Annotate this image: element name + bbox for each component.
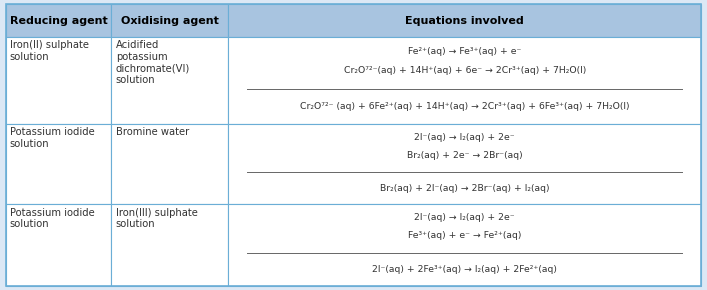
Text: Fe²⁺(aq) → Fe³⁺(aq) + e⁻: Fe²⁺(aq) → Fe³⁺(aq) + e⁻ — [408, 47, 522, 56]
Bar — [6, 124, 112, 204]
Bar — [228, 37, 701, 124]
Text: Reducing agent: Reducing agent — [10, 16, 107, 26]
Text: Cr₂O⁷²⁻ (aq) + 6Fe²⁺(aq) + 14H⁺(aq) → 2Cr³⁺(aq) + 6Fe³⁺(aq) + 7H₂O(l): Cr₂O⁷²⁻ (aq) + 6Fe²⁺(aq) + 14H⁺(aq) → 2C… — [300, 102, 629, 111]
Text: Cr₂O⁷²⁻(aq) + 14H⁺(aq) + 6e⁻ → 2Cr³⁺(aq) + 7H₂O(l): Cr₂O⁷²⁻(aq) + 14H⁺(aq) + 6e⁻ → 2Cr³⁺(aq)… — [344, 66, 586, 75]
Text: 2I⁻(aq) → I₂(aq) + 2e⁻: 2I⁻(aq) → I₂(aq) + 2e⁻ — [414, 213, 515, 222]
Text: Potassium iodide
solution: Potassium iodide solution — [10, 127, 95, 149]
Bar — [228, 124, 701, 204]
Bar — [6, 4, 112, 37]
Text: Bromine water: Bromine water — [116, 127, 189, 137]
Bar — [112, 204, 228, 286]
Text: Acidified
potassium
dichromate(VI)
solution: Acidified potassium dichromate(VI) solut… — [116, 40, 190, 85]
Text: Equations involved: Equations involved — [405, 16, 524, 26]
Text: 2I⁻(aq) + 2Fe³⁺(aq) → I₂(aq) + 2Fe²⁺(aq): 2I⁻(aq) + 2Fe³⁺(aq) → I₂(aq) + 2Fe²⁺(aq) — [373, 265, 557, 274]
Text: Fe³⁺(aq) + e⁻ → Fe²⁺(aq): Fe³⁺(aq) + e⁻ → Fe²⁺(aq) — [408, 231, 522, 240]
Bar — [6, 204, 112, 286]
Bar — [112, 124, 228, 204]
Text: Oxidising agent: Oxidising agent — [121, 16, 218, 26]
Text: 2I⁻(aq) → I₂(aq) + 2e⁻: 2I⁻(aq) → I₂(aq) + 2e⁻ — [414, 133, 515, 142]
Bar — [228, 204, 701, 286]
Bar — [112, 4, 228, 37]
Text: Iron(II) sulphate
solution: Iron(II) sulphate solution — [10, 40, 89, 62]
Text: Br₂(aq) + 2I⁻(aq) → 2Br⁻(aq) + I₂(aq): Br₂(aq) + 2I⁻(aq) → 2Br⁻(aq) + I₂(aq) — [380, 184, 549, 193]
Bar — [228, 4, 701, 37]
Bar — [6, 37, 112, 124]
Text: Br₂(aq) + 2e⁻ → 2Br⁻(aq): Br₂(aq) + 2e⁻ → 2Br⁻(aq) — [407, 151, 522, 160]
Text: Potassium iodide
solution: Potassium iodide solution — [10, 208, 95, 229]
Bar — [112, 37, 228, 124]
Text: Iron(III) sulphate
solution: Iron(III) sulphate solution — [116, 208, 197, 229]
